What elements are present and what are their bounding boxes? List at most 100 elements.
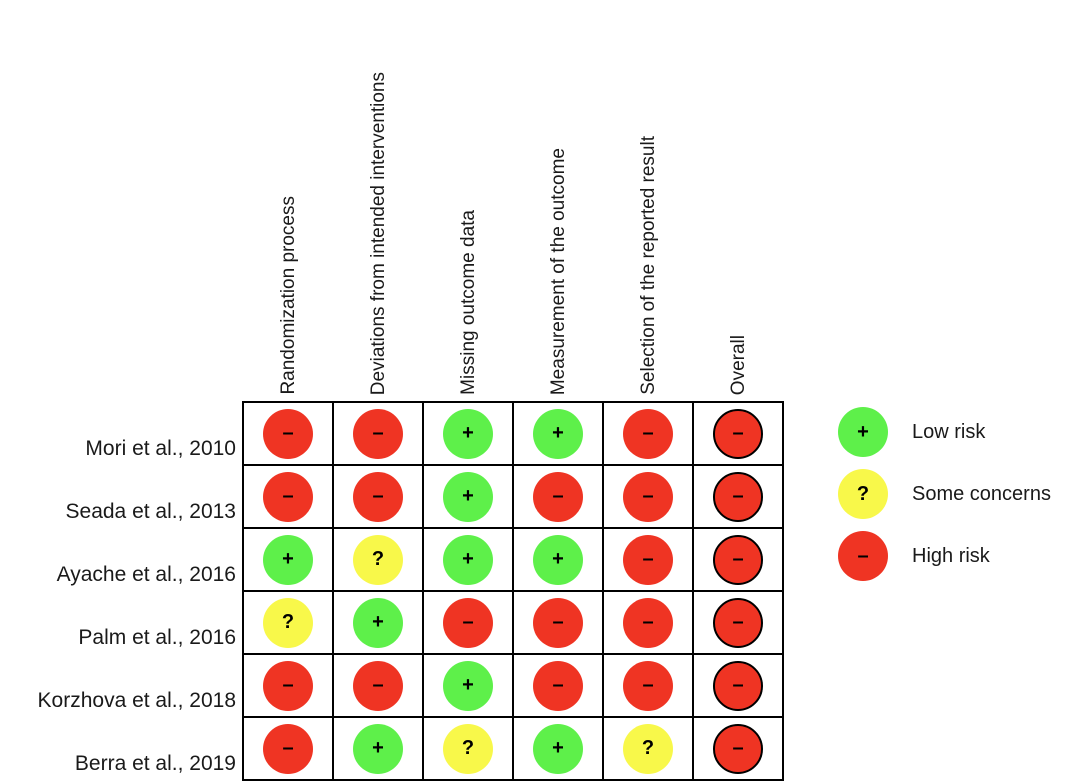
judgement-dot: – bbox=[533, 660, 583, 711]
grid-line-horizontal bbox=[242, 590, 784, 592]
judgement-dot: ? bbox=[353, 534, 403, 585]
judgement-dot: – bbox=[533, 597, 583, 648]
minus-icon: – bbox=[282, 422, 294, 444]
plus-icon: + bbox=[462, 485, 474, 507]
judgement-dot: + bbox=[443, 471, 493, 522]
judgement-dot: – bbox=[353, 660, 403, 711]
domain-label: Deviations from intended interventions bbox=[358, 0, 398, 395]
judgement-dot: – bbox=[623, 660, 673, 711]
judgement-dot: + bbox=[533, 723, 583, 774]
domain-label-text: Selection of the reported result bbox=[637, 136, 659, 395]
grid-line-horizontal bbox=[242, 716, 784, 718]
minus-icon: – bbox=[642, 548, 654, 570]
legend-item-high: – High risk bbox=[838, 531, 990, 581]
judgement-dot: – bbox=[623, 597, 673, 648]
plus-icon: + bbox=[462, 548, 474, 570]
study-label: Ayache et al., 2016 bbox=[56, 563, 236, 586]
plus-icon: + bbox=[372, 737, 384, 759]
domain-label-text: Randomization process bbox=[277, 196, 299, 395]
minus-icon: – bbox=[372, 674, 384, 696]
minus-icon: – bbox=[552, 611, 564, 633]
domain-label: Overall bbox=[718, 0, 758, 395]
plus-icon: + bbox=[282, 548, 294, 570]
plus-icon: + bbox=[838, 407, 888, 457]
plus-icon: + bbox=[462, 674, 474, 696]
study-label: Korzhova et al., 2018 bbox=[37, 689, 236, 712]
grid-line-horizontal bbox=[242, 401, 784, 403]
overall-judgement-dot: – bbox=[713, 597, 763, 648]
minus-icon: – bbox=[732, 737, 744, 759]
judgement-dot: + bbox=[443, 660, 493, 711]
grid-line-horizontal bbox=[242, 779, 784, 781]
judgement-dot: + bbox=[443, 534, 493, 585]
minus-icon: – bbox=[552, 485, 564, 507]
question-icon: ? bbox=[641, 737, 655, 759]
overall-judgement-dot: – bbox=[713, 471, 763, 522]
grid-line-horizontal bbox=[242, 464, 784, 466]
plus-icon: + bbox=[552, 737, 564, 759]
minus-icon: – bbox=[282, 485, 294, 507]
domain-label-text: Overall bbox=[727, 334, 749, 395]
study-label: Seada et al., 2013 bbox=[65, 500, 236, 523]
judgement-dot: ? bbox=[623, 723, 673, 774]
minus-icon: – bbox=[642, 611, 654, 633]
minus-icon: – bbox=[732, 422, 744, 444]
grid-line-horizontal bbox=[242, 653, 784, 655]
overall-judgement-dot: – bbox=[713, 723, 763, 774]
judgement-dot: – bbox=[263, 408, 313, 459]
minus-icon: – bbox=[732, 611, 744, 633]
judgement-dot: ? bbox=[263, 597, 313, 648]
minus-icon: – bbox=[732, 674, 744, 696]
minus-icon: – bbox=[642, 422, 654, 444]
plus-icon: + bbox=[372, 611, 384, 633]
minus-icon: – bbox=[372, 422, 384, 444]
plus-icon: + bbox=[552, 548, 564, 570]
plus-icon: + bbox=[462, 422, 474, 444]
legend-item-some: ? Some concerns bbox=[838, 469, 1051, 519]
judgement-dot: – bbox=[623, 471, 673, 522]
domain-label-text: Deviations from intended interventions bbox=[367, 71, 389, 395]
judgement-dot: – bbox=[623, 534, 673, 585]
domain-label: Missing outcome data bbox=[448, 0, 488, 395]
question-icon: ? bbox=[461, 737, 475, 759]
judgement-dot: – bbox=[623, 408, 673, 459]
minus-icon: – bbox=[732, 485, 744, 507]
judgement-dot: ? bbox=[443, 723, 493, 774]
judgement-dot: – bbox=[443, 597, 493, 648]
judgement-dot: – bbox=[263, 660, 313, 711]
judgement-dot: + bbox=[353, 597, 403, 648]
judgement-dot: + bbox=[353, 723, 403, 774]
judgement-dot: – bbox=[353, 471, 403, 522]
judgement-dot: + bbox=[443, 408, 493, 459]
study-label: Palm et al., 2016 bbox=[78, 626, 236, 649]
question-icon: ? bbox=[281, 611, 295, 633]
minus-icon: – bbox=[642, 674, 654, 696]
minus-icon: – bbox=[282, 737, 294, 759]
domain-label: Measurement of the outcome bbox=[538, 0, 578, 395]
domain-label-text: Measurement of the outcome bbox=[547, 147, 569, 395]
domain-label: Randomization process bbox=[268, 0, 308, 395]
overall-judgement-dot: – bbox=[713, 408, 763, 459]
question-icon: ? bbox=[371, 548, 385, 570]
legend-label: High risk bbox=[912, 544, 990, 567]
plus-icon: + bbox=[552, 422, 564, 444]
domain-label-text: Missing outcome data bbox=[457, 210, 479, 395]
legend-item-low: + Low risk bbox=[838, 407, 985, 457]
study-label: Mori et al., 2010 bbox=[85, 437, 236, 460]
legend-label: Some concerns bbox=[912, 482, 1051, 505]
judgement-dot: – bbox=[263, 471, 313, 522]
overall-judgement-dot: – bbox=[713, 534, 763, 585]
judgement-dot: – bbox=[263, 723, 313, 774]
minus-icon: – bbox=[282, 674, 294, 696]
question-icon: ? bbox=[838, 469, 888, 519]
judgement-dot: + bbox=[533, 534, 583, 585]
legend-label: Low risk bbox=[912, 420, 986, 443]
judgement-dot: + bbox=[263, 534, 313, 585]
minus-icon: – bbox=[372, 485, 384, 507]
minus-icon: – bbox=[642, 485, 654, 507]
study-label: Berra et al., 2019 bbox=[74, 752, 236, 775]
grid-line-horizontal bbox=[242, 527, 784, 529]
overall-judgement-dot: – bbox=[713, 660, 763, 711]
minus-icon: – bbox=[732, 548, 744, 570]
